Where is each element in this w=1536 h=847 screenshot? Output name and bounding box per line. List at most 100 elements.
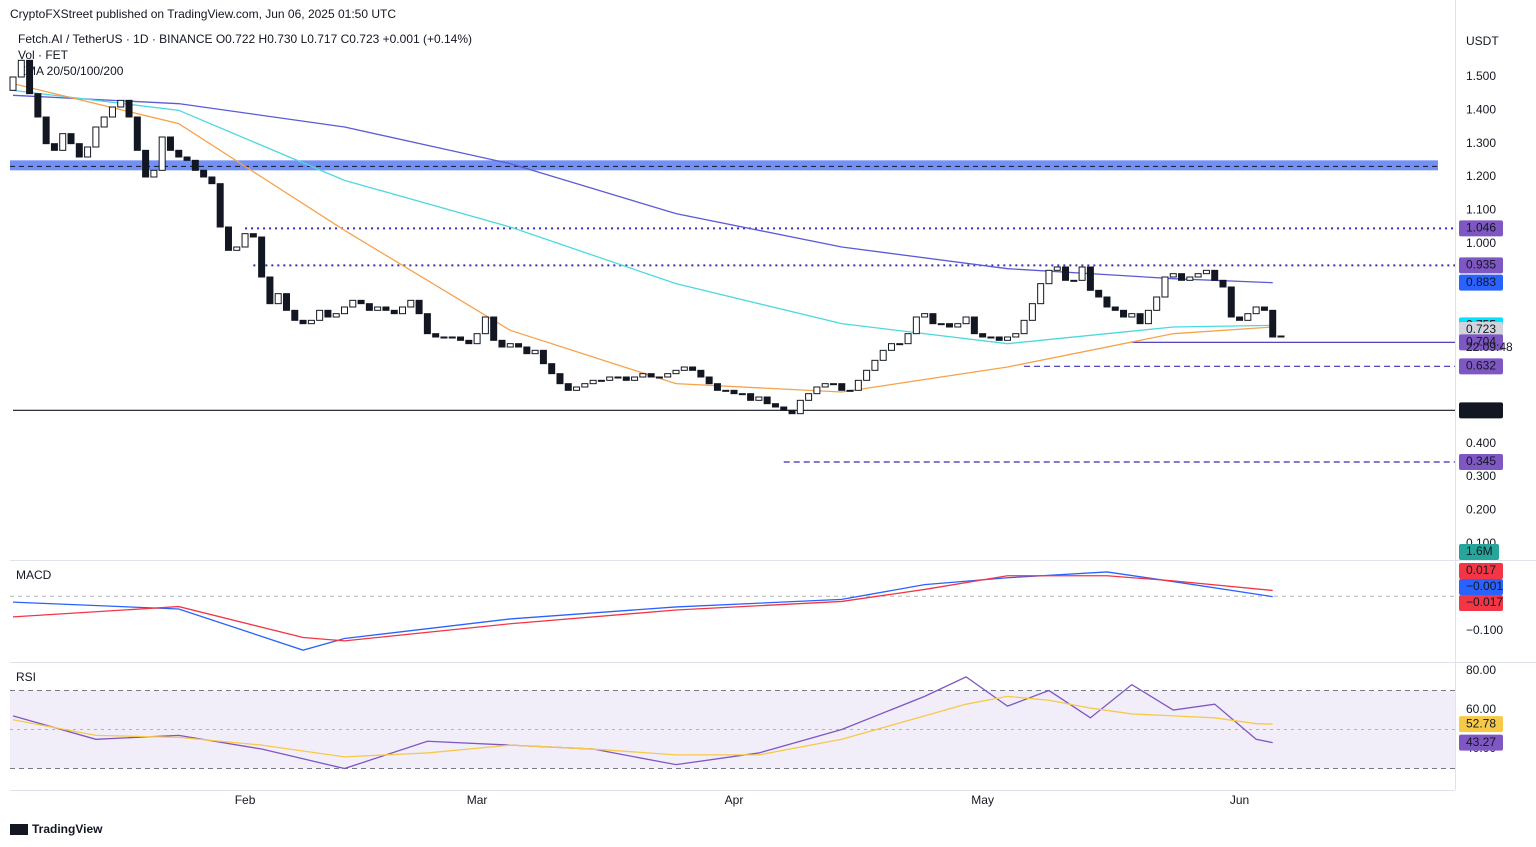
price-label: 0.723 [1466,322,1496,336]
candle [291,309,299,321]
candle [788,409,796,415]
macd-label: −0.001 [1466,579,1503,593]
candle [1037,283,1045,305]
legend-line: Vol · FET [18,48,69,62]
candle [407,299,415,308]
candle [622,376,630,381]
legend-line: Fetch.AI / TetherUS · 1D · BINANCE O0.72… [18,32,472,46]
candle [84,146,92,158]
brand-logo [10,824,28,835]
candle [316,309,324,321]
candle [1070,279,1078,282]
brand: TradingView [32,822,103,836]
price-label-bg [1459,220,1503,237]
candle [672,369,680,375]
candle [1211,269,1219,281]
candle [1194,273,1202,278]
candle [573,386,581,391]
price-label-bg [1459,402,1503,419]
candle [208,176,216,185]
candle [1178,273,1186,281]
candle [954,323,962,328]
candle [1111,306,1119,311]
candle [945,323,953,328]
candle [183,156,191,161]
candle [747,393,755,401]
candle [1053,266,1061,271]
candle [390,309,398,315]
y-tick-label: 1.200 [1466,169,1496,183]
candle [863,369,871,381]
candle [125,99,133,118]
ema-line [12,94,1273,284]
y-tick-label: 1.000 [1466,236,1496,250]
candle [838,383,846,391]
candle [589,379,597,385]
candle [100,116,108,128]
x-tick-label: May [971,793,994,807]
y-tick-label: 80.00 [1466,663,1496,677]
candle [1252,306,1260,315]
macd-line [12,575,1273,642]
macd-label: 0.017 [1466,563,1496,577]
macd-label: −0.017 [1466,595,1503,609]
candle [1186,276,1194,281]
macd-line [12,571,1273,651]
candle [92,126,100,148]
axis-separator [1455,0,1456,790]
macd-label-bg [1459,595,1503,611]
candle [929,313,937,325]
candle [374,306,382,311]
candle [42,116,50,145]
candle [937,323,945,326]
candle [879,349,887,361]
rsi-label: 43.27 [1466,735,1496,749]
candle [1103,296,1111,308]
candle [175,149,183,158]
rsi-line [12,676,1273,770]
ema-line [12,83,1273,393]
y-tick-label: 1.400 [1466,103,1496,117]
candle [614,376,622,379]
candle [1004,336,1012,341]
candle [556,373,564,385]
candle [341,306,349,315]
candle [216,183,224,228]
candle [1153,296,1161,311]
rsi-line [12,695,1273,758]
candle [1062,266,1070,281]
candle [1269,309,1277,338]
candle [324,309,332,318]
panel-title: MACD [16,568,52,582]
candle [332,313,340,318]
candle [166,136,174,151]
candle [490,316,498,341]
candle [539,349,547,365]
candle [689,366,697,371]
candle [1169,273,1177,278]
x-tick-label: Jun [1230,793,1249,807]
candle [1128,313,1136,318]
x-tick-label: Feb [235,793,256,807]
candle [647,373,655,378]
price-label-bg [1459,334,1503,351]
candle [854,379,862,391]
candle [805,393,813,401]
candle [680,366,688,371]
x-tick-label: Apr [725,793,744,807]
candle [1095,289,1103,298]
price-label: 1.046 [1466,221,1496,235]
candle [241,233,249,248]
candle [150,169,158,178]
price-label: 0.500 [1466,403,1496,417]
candle [713,383,721,391]
price-label: 0.935 [1466,258,1496,272]
candle [523,346,531,355]
candle [655,376,663,379]
candle [59,133,67,151]
candle [921,313,929,318]
candle [664,373,672,378]
price-label: 0.883 [1466,275,1496,289]
candle [457,336,465,341]
